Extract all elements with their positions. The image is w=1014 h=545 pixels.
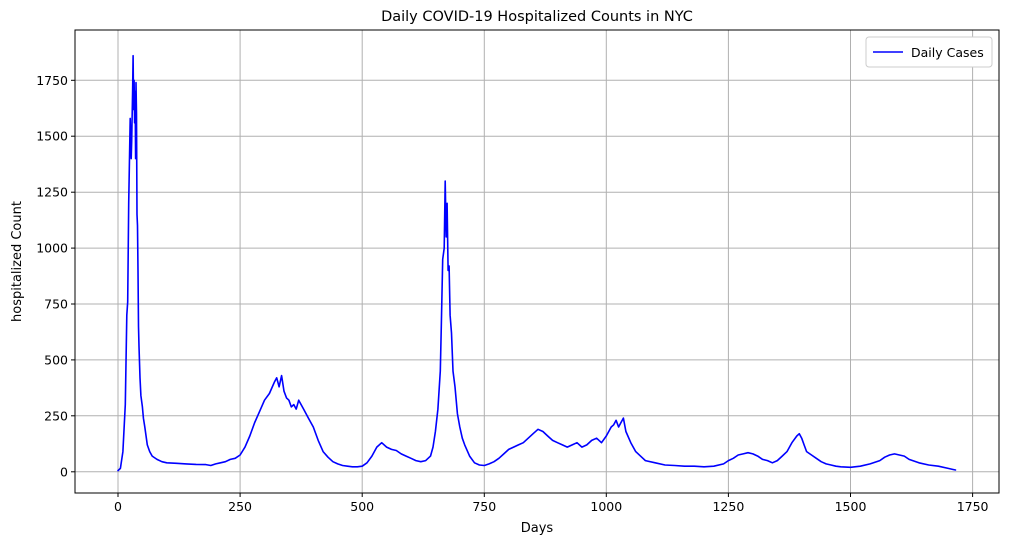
y-tick-label-750: 750 [44, 297, 68, 312]
plot-frame [74, 29, 1000, 494]
legend-label-daily-cases: Daily Cases [911, 45, 984, 60]
series-line-daily-cases [117, 54, 957, 472]
x-tick-label-500: 500 [350, 499, 374, 514]
x-tick-label-750: 750 [472, 499, 496, 514]
y-axis-label: hospitalized Count [10, 201, 25, 322]
legend-box [865, 36, 993, 68]
x-tick-label-1000: 1000 [590, 499, 622, 514]
legend: Daily Cases [865, 36, 993, 68]
x-tick-label-1250: 1250 [712, 499, 744, 514]
grid [75, 30, 999, 493]
x-tick-label-250: 250 [228, 499, 252, 514]
series-layer [117, 54, 957, 472]
plot-area [75, 30, 999, 493]
x-tick-label-1750: 1750 [957, 499, 989, 514]
x-tick-label-0: 0 [114, 499, 122, 514]
y-tick-label-0: 0 [60, 464, 68, 479]
x-axis-label: Days [521, 521, 554, 536]
x-tick-label-1500: 1500 [835, 499, 867, 514]
y-tick-label-1250: 1250 [36, 185, 68, 200]
y-tick-label-1500: 1500 [36, 129, 68, 144]
y-tick-label-250: 250 [44, 408, 68, 423]
chart-title: Daily COVID-19 Hospitalized Counts in NY… [381, 9, 693, 25]
axis-ticks: 0 250 500 750 1000 1250 1500 1750 0 250 500 750 1000… [36, 73, 988, 514]
y-tick-label-1750: 1750 [36, 73, 68, 88]
y-tick-label-1000: 1000 [36, 241, 68, 256]
y-tick-label-500: 500 [44, 352, 68, 367]
